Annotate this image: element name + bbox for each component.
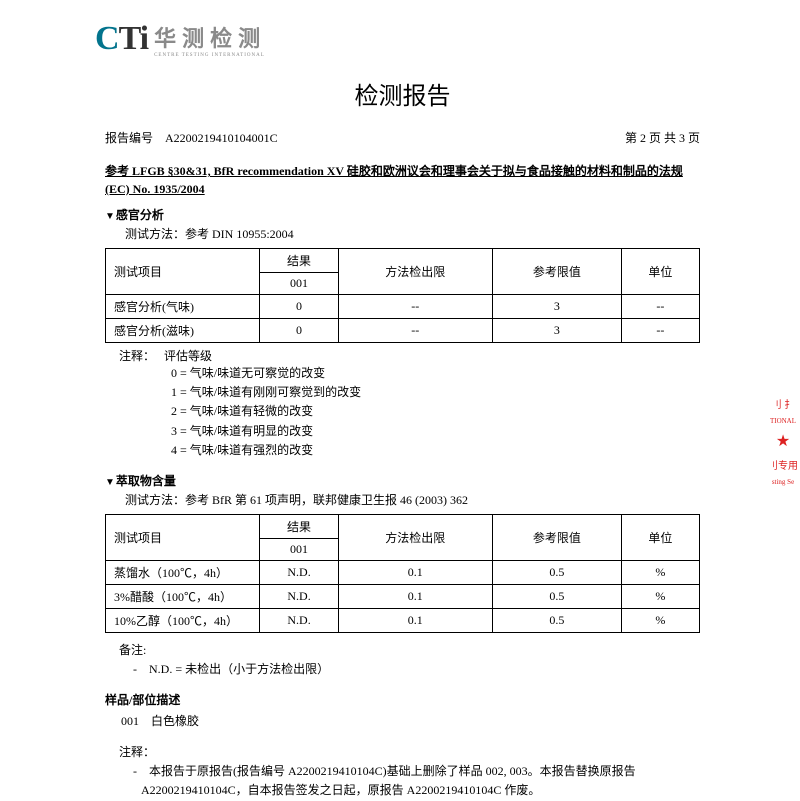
final-notes: 注释： - 本报告于原报告(报告编号 A2200219410104C)基础上删除… [119,743,700,801]
table-row: 感官分析(气味) 0 -- 3 -- [106,295,700,319]
regulation-heading: 参考 LFGB §30&31, BfR recommendation XV 硅胶… [105,162,700,198]
report-no-value: A2200219410104001C [165,131,278,145]
sensory-legend: 注释： 评估等级 0 = 气味/味道无可察觉的改变 1 = 气味/味道有刚刚可察… [119,347,700,460]
extract-heading: 萃取物含量 [105,472,700,489]
logo-mark: CTi [95,20,148,58]
col-sub: 001 [260,273,338,295]
col-item: 测试项目 [106,249,260,295]
table-row: 10%乙醇（100℃，4h） N.D. 0.1 0.5 % [106,608,700,632]
table-row: 蒸馏水（100℃，4h） N.D. 0.1 0.5 % [106,560,700,584]
extract-table: 测试项目 结果 方法检出限 参考限值 单位 001 蒸馏水（100℃，4h） N… [105,514,700,633]
extract-remark-label: 备注: [119,641,700,658]
logo-cn-text: 华测检测 [154,21,266,53]
seal-partial: 刂 扌 TIONAL ★ 刂专用 sting Se [766,390,800,492]
sample-line: 001 白色橡胶 [121,712,700,729]
sensory-method: 测试方法：参考 DIN 10955:2004 [125,225,700,242]
col-mdl: 方法检出限 [338,249,492,295]
extract-remark: - N.D. = 未检出（小于方法检出限） [133,660,700,677]
logo: CTi 华测检测 CENTRE TESTING INTERNATIONAL [95,20,700,58]
extract-method: 测试方法：参考 BfR 第 61 项声明，联邦健康卫生报 46 (2003) 3… [125,491,700,508]
sensory-heading: 感官分析 [105,206,700,223]
sensory-table: 测试项目 结果 方法检出限 参考限值 单位 001 感官分析(气味) 0 -- … [105,248,700,343]
col-result: 结果 [260,249,338,273]
col-limit: 参考限值 [492,249,621,295]
table-row: 3%醋酸（100℃，4h） N.D. 0.1 0.5 % [106,584,700,608]
page-title: 检测报告 [105,76,700,111]
report-no-label: 报告编号 [105,131,153,145]
sample-heading: 样品/部位描述 [105,691,700,708]
col-unit: 单位 [621,249,699,295]
table-row: 感官分析(滋味) 0 -- 3 -- [106,319,700,343]
page-indicator: 第 2 页 共 3 页 [625,129,700,146]
logo-en-text: CENTRE TESTING INTERNATIONAL [154,53,266,58]
report-header: 报告编号 A2200219410104001C 第 2 页 共 3 页 [105,129,700,146]
